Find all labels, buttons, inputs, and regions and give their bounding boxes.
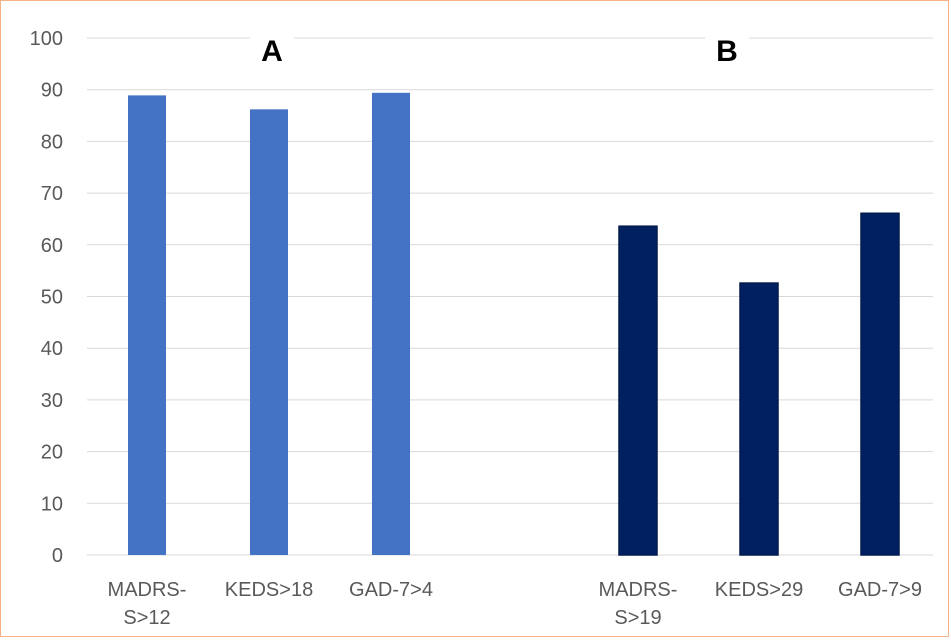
x-category-label: GAD-7>4 — [349, 579, 433, 601]
y-tick-label: 80 — [41, 131, 63, 153]
x-category-label: MADRS- — [599, 579, 678, 601]
bar — [739, 282, 779, 556]
y-tick-label: 70 — [41, 183, 63, 205]
gridlines — [87, 37, 933, 556]
y-tick-label: 40 — [41, 338, 63, 360]
bar — [250, 109, 288, 555]
x-category-label: S>19 — [614, 607, 661, 629]
x-category-label: KEDS>29 — [715, 579, 803, 601]
y-tick-label: 30 — [41, 390, 63, 412]
y-tick-label: 100 — [30, 28, 63, 50]
y-tick-label: 10 — [41, 493, 63, 515]
bar — [128, 95, 166, 556]
panel-label-background — [250, 32, 294, 66]
x-category-label: S>12 — [123, 607, 170, 629]
panel-label: A — [261, 35, 283, 68]
y-tick-label: 0 — [52, 545, 63, 567]
x-category-label: MADRS- — [108, 579, 187, 601]
y-axis-tick-labels: 0 10 20 30 40 50 60 70 80 90 100 — [30, 28, 63, 567]
y-tick-label: 60 — [41, 235, 63, 257]
panel-label: B — [716, 35, 738, 68]
bars — [128, 92, 900, 556]
y-tick-label: 90 — [41, 80, 63, 102]
bar — [618, 225, 658, 556]
y-tick-label: 20 — [41, 442, 63, 464]
bar — [860, 212, 900, 556]
y-tick-label: 50 — [41, 287, 63, 309]
x-axis-category-labels: MADRS- S>12 KEDS>18 GAD-7>4 MADRS- S>19 KEDS>2… — [108, 579, 922, 629]
x-category-label: GAD-7>9 — [838, 579, 922, 601]
bar — [372, 92, 410, 555]
x-category-label: KEDS>18 — [225, 579, 313, 601]
panel-label-background — [705, 32, 749, 66]
